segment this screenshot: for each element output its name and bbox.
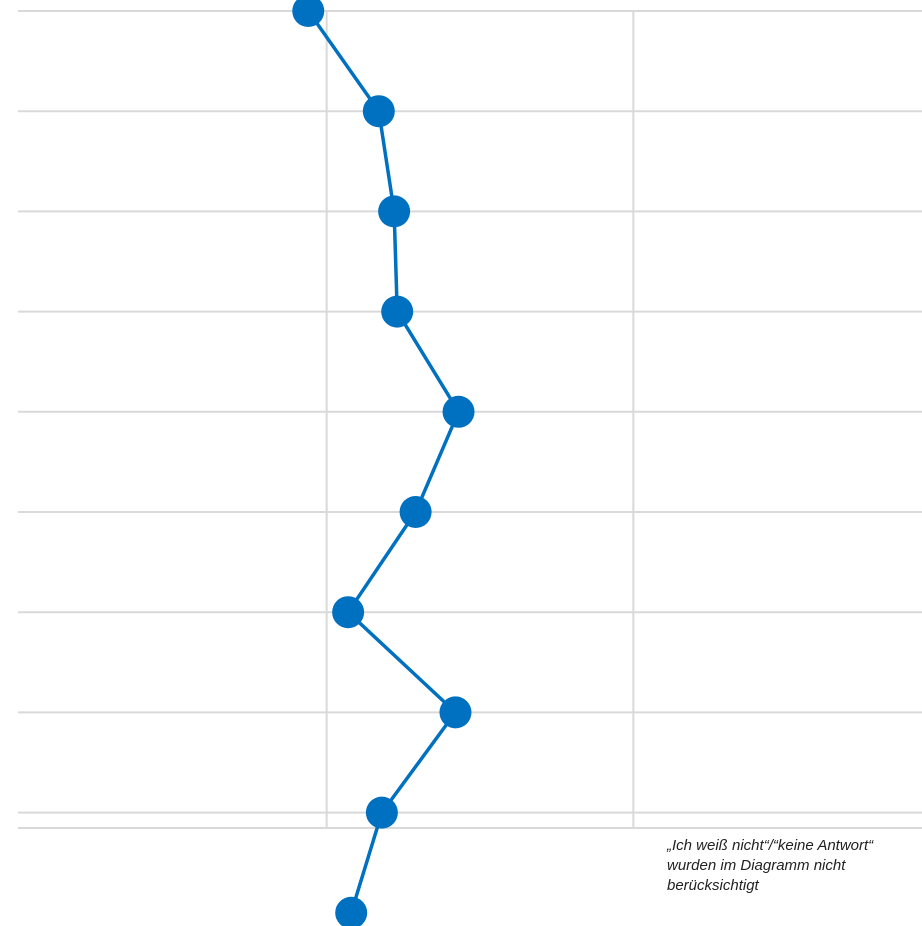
data-point xyxy=(332,596,365,629)
data-point xyxy=(381,295,414,328)
data-point xyxy=(442,395,475,428)
data-point xyxy=(292,0,325,27)
data-point xyxy=(439,696,472,729)
series-group xyxy=(292,0,475,926)
data-point xyxy=(378,195,411,228)
footnote-line-2: wurden im Diagramm nicht xyxy=(667,857,846,874)
data-point xyxy=(399,496,432,528)
footnote-line-1: „Ich weiß nicht“/“keine Antwort“ xyxy=(667,837,874,854)
data-point xyxy=(365,796,398,829)
footnote-dont-know-excluded: „Ich weiß nicht“/“keine Antwort“ wurden … xyxy=(667,836,922,896)
series-line xyxy=(306,9,461,914)
footnote-line-3: berücksichtigt xyxy=(667,877,759,894)
data-point xyxy=(362,95,395,128)
data-point xyxy=(335,896,368,926)
